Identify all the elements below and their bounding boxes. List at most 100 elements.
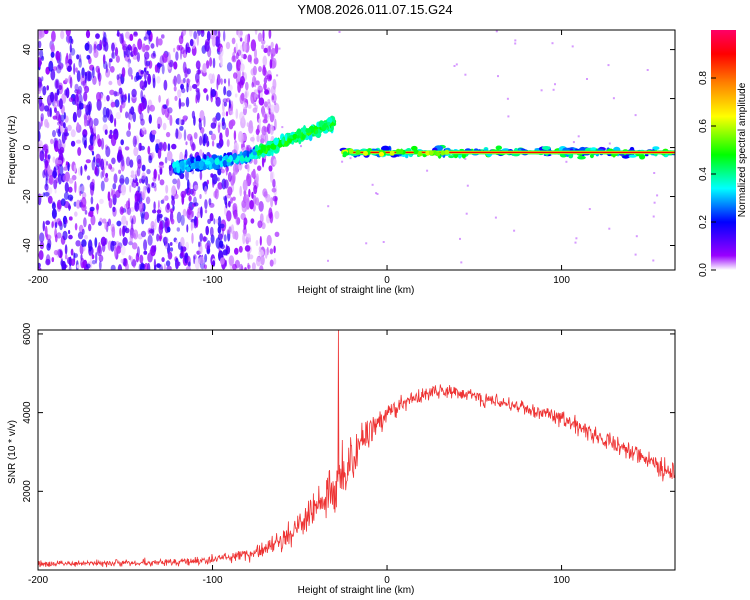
noise-blob: [200, 206, 203, 219]
tone-blob: [342, 151, 348, 157]
noise-blob: [180, 190, 186, 199]
noise-blob: [148, 229, 155, 234]
noise-dot: [634, 114, 637, 117]
noise-blob: [207, 140, 210, 147]
noise-blob: [152, 50, 156, 57]
noise-blob: [269, 74, 272, 81]
noise-dot: [507, 115, 510, 118]
noise-blob: [244, 194, 250, 203]
noise-blob: [132, 135, 137, 148]
noise-blob: [38, 76, 42, 87]
noise-blob: [122, 237, 128, 246]
noise-blob: [66, 52, 69, 60]
noise-blob: [146, 168, 151, 175]
noise-blob: [188, 261, 191, 268]
noise-blob: [105, 146, 111, 158]
chirp-blob: [249, 154, 254, 158]
noise-blob: [52, 115, 58, 120]
noise-blob: [56, 128, 59, 134]
noise-blob: [97, 138, 102, 148]
noise-blob: [163, 216, 168, 221]
noise-blob: [119, 104, 123, 113]
noise-blob: [249, 199, 254, 210]
noise-blob: [245, 233, 251, 241]
spectrogram-y-axis-label: Frequency (Hz): [7, 116, 18, 185]
noise-blob: [40, 113, 44, 122]
noise-blob: [170, 208, 174, 214]
noise-blob: [273, 257, 277, 265]
noise-blob: [125, 46, 131, 58]
noise-blob: [226, 90, 232, 97]
noise-blob: [84, 42, 90, 52]
noise-blob: [216, 142, 219, 148]
noise-blob: [43, 30, 49, 35]
noise-blob: [49, 107, 52, 118]
noise-blob: [207, 218, 212, 224]
noise-blob: [67, 194, 74, 201]
noise-blob: [196, 78, 200, 87]
noise-blob: [237, 30, 243, 39]
noise-blob: [75, 199, 81, 209]
noise-blob: [93, 124, 96, 134]
noise-blob: [266, 234, 272, 247]
noise-blob: [222, 249, 228, 256]
noise-blob: [189, 30, 193, 37]
noise-blob: [242, 134, 247, 141]
noise-blob: [56, 100, 60, 107]
x-tick-label: 0: [384, 575, 390, 586]
noise-blob: [242, 179, 248, 192]
noise-blob: [259, 265, 264, 270]
noise-blob: [39, 30, 45, 38]
y-tick-label: -40: [22, 238, 33, 253]
noise-blob: [250, 39, 257, 52]
noise-blob: [212, 173, 218, 185]
noise-blob: [260, 255, 265, 266]
x-tick-label: 0: [384, 275, 390, 286]
noise-blob: [231, 55, 237, 63]
noise-blob: [72, 111, 77, 123]
noise-blob: [234, 259, 240, 269]
noise-blob: [262, 188, 268, 197]
noise-blob: [199, 194, 202, 199]
noise-blob: [271, 95, 275, 101]
noise-blob: [243, 217, 248, 226]
noise-blob: [99, 39, 103, 51]
noise-dot: [276, 74, 279, 77]
noise-blob: [127, 92, 131, 104]
noise-blob: [268, 165, 273, 172]
noise-blob: [45, 148, 49, 154]
noise-blob: [258, 201, 264, 212]
noise-blob: [163, 263, 166, 270]
noise-blob: [248, 254, 254, 260]
x-tick-label: 100: [553, 275, 570, 286]
noise-dot: [349, 157, 352, 160]
noise-blob: [226, 210, 232, 222]
noise-blob: [51, 220, 55, 227]
noise-blob: [133, 31, 138, 36]
noise-blob: [254, 93, 257, 101]
noise-blob: [51, 202, 56, 210]
noise-blob: [234, 247, 239, 255]
tone-halo: [577, 155, 586, 160]
noise-dot: [371, 183, 374, 186]
noise-blob: [126, 207, 132, 216]
noise-blob: [219, 257, 225, 265]
noise-blob: [270, 197, 274, 208]
noise-blob: [255, 197, 260, 206]
noise-blob: [56, 159, 63, 165]
noise-blob: [144, 70, 147, 81]
noise-dot: [327, 205, 330, 208]
noise-blob: [189, 38, 194, 47]
noise-blob: [55, 110, 60, 121]
noise-blob: [264, 248, 268, 259]
noise-blob: [140, 230, 147, 238]
colorbar-tick-label: 0.6: [698, 119, 709, 133]
noise-blob: [102, 54, 106, 65]
noise-blob: [211, 73, 215, 84]
noise-blob: [119, 174, 125, 186]
snr-panel: -200 -100 0 100 2000 4000 6000 Height of strai…: [7, 322, 676, 596]
noise-dot: [494, 216, 497, 219]
tone-blob: [348, 148, 354, 154]
noise-blob: [148, 114, 152, 124]
noise-blob: [208, 130, 213, 135]
